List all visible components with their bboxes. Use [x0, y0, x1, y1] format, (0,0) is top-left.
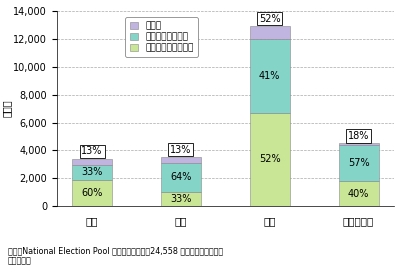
Text: 13%: 13% — [170, 145, 191, 155]
Bar — [249, 113, 289, 206]
Bar — [338, 143, 377, 145]
Text: 13%: 13% — [81, 146, 102, 157]
Text: 60%: 60% — [81, 188, 102, 198]
Bar — [338, 181, 377, 206]
Text: 57%: 57% — [347, 158, 369, 168]
Text: 52%: 52% — [258, 14, 280, 24]
Y-axis label: （人）: （人） — [2, 100, 12, 117]
Text: 18%: 18% — [347, 131, 368, 141]
Text: 52%: 52% — [258, 154, 280, 165]
Bar — [249, 26, 289, 39]
Text: 40%: 40% — [347, 189, 368, 199]
Text: 33%: 33% — [81, 167, 102, 177]
Bar — [72, 180, 112, 206]
Bar — [160, 192, 200, 206]
Text: 資料：National Election Pool 出口調査（対象：24,558 人）から経済産業省
　　作成。: 資料：National Election Pool 出口調査（対象：24,558… — [8, 246, 223, 265]
Bar — [72, 165, 112, 180]
Text: 41%: 41% — [258, 71, 280, 81]
Text: 64%: 64% — [170, 172, 191, 182]
Bar — [72, 159, 112, 165]
Text: 33%: 33% — [170, 194, 191, 204]
Legend: その他, トランプ候補支持, クリントン候補支持: その他, トランプ候補支持, クリントン候補支持 — [125, 17, 198, 57]
Bar — [338, 145, 377, 181]
Bar — [160, 157, 200, 163]
Bar — [160, 163, 200, 192]
Bar — [249, 39, 289, 113]
